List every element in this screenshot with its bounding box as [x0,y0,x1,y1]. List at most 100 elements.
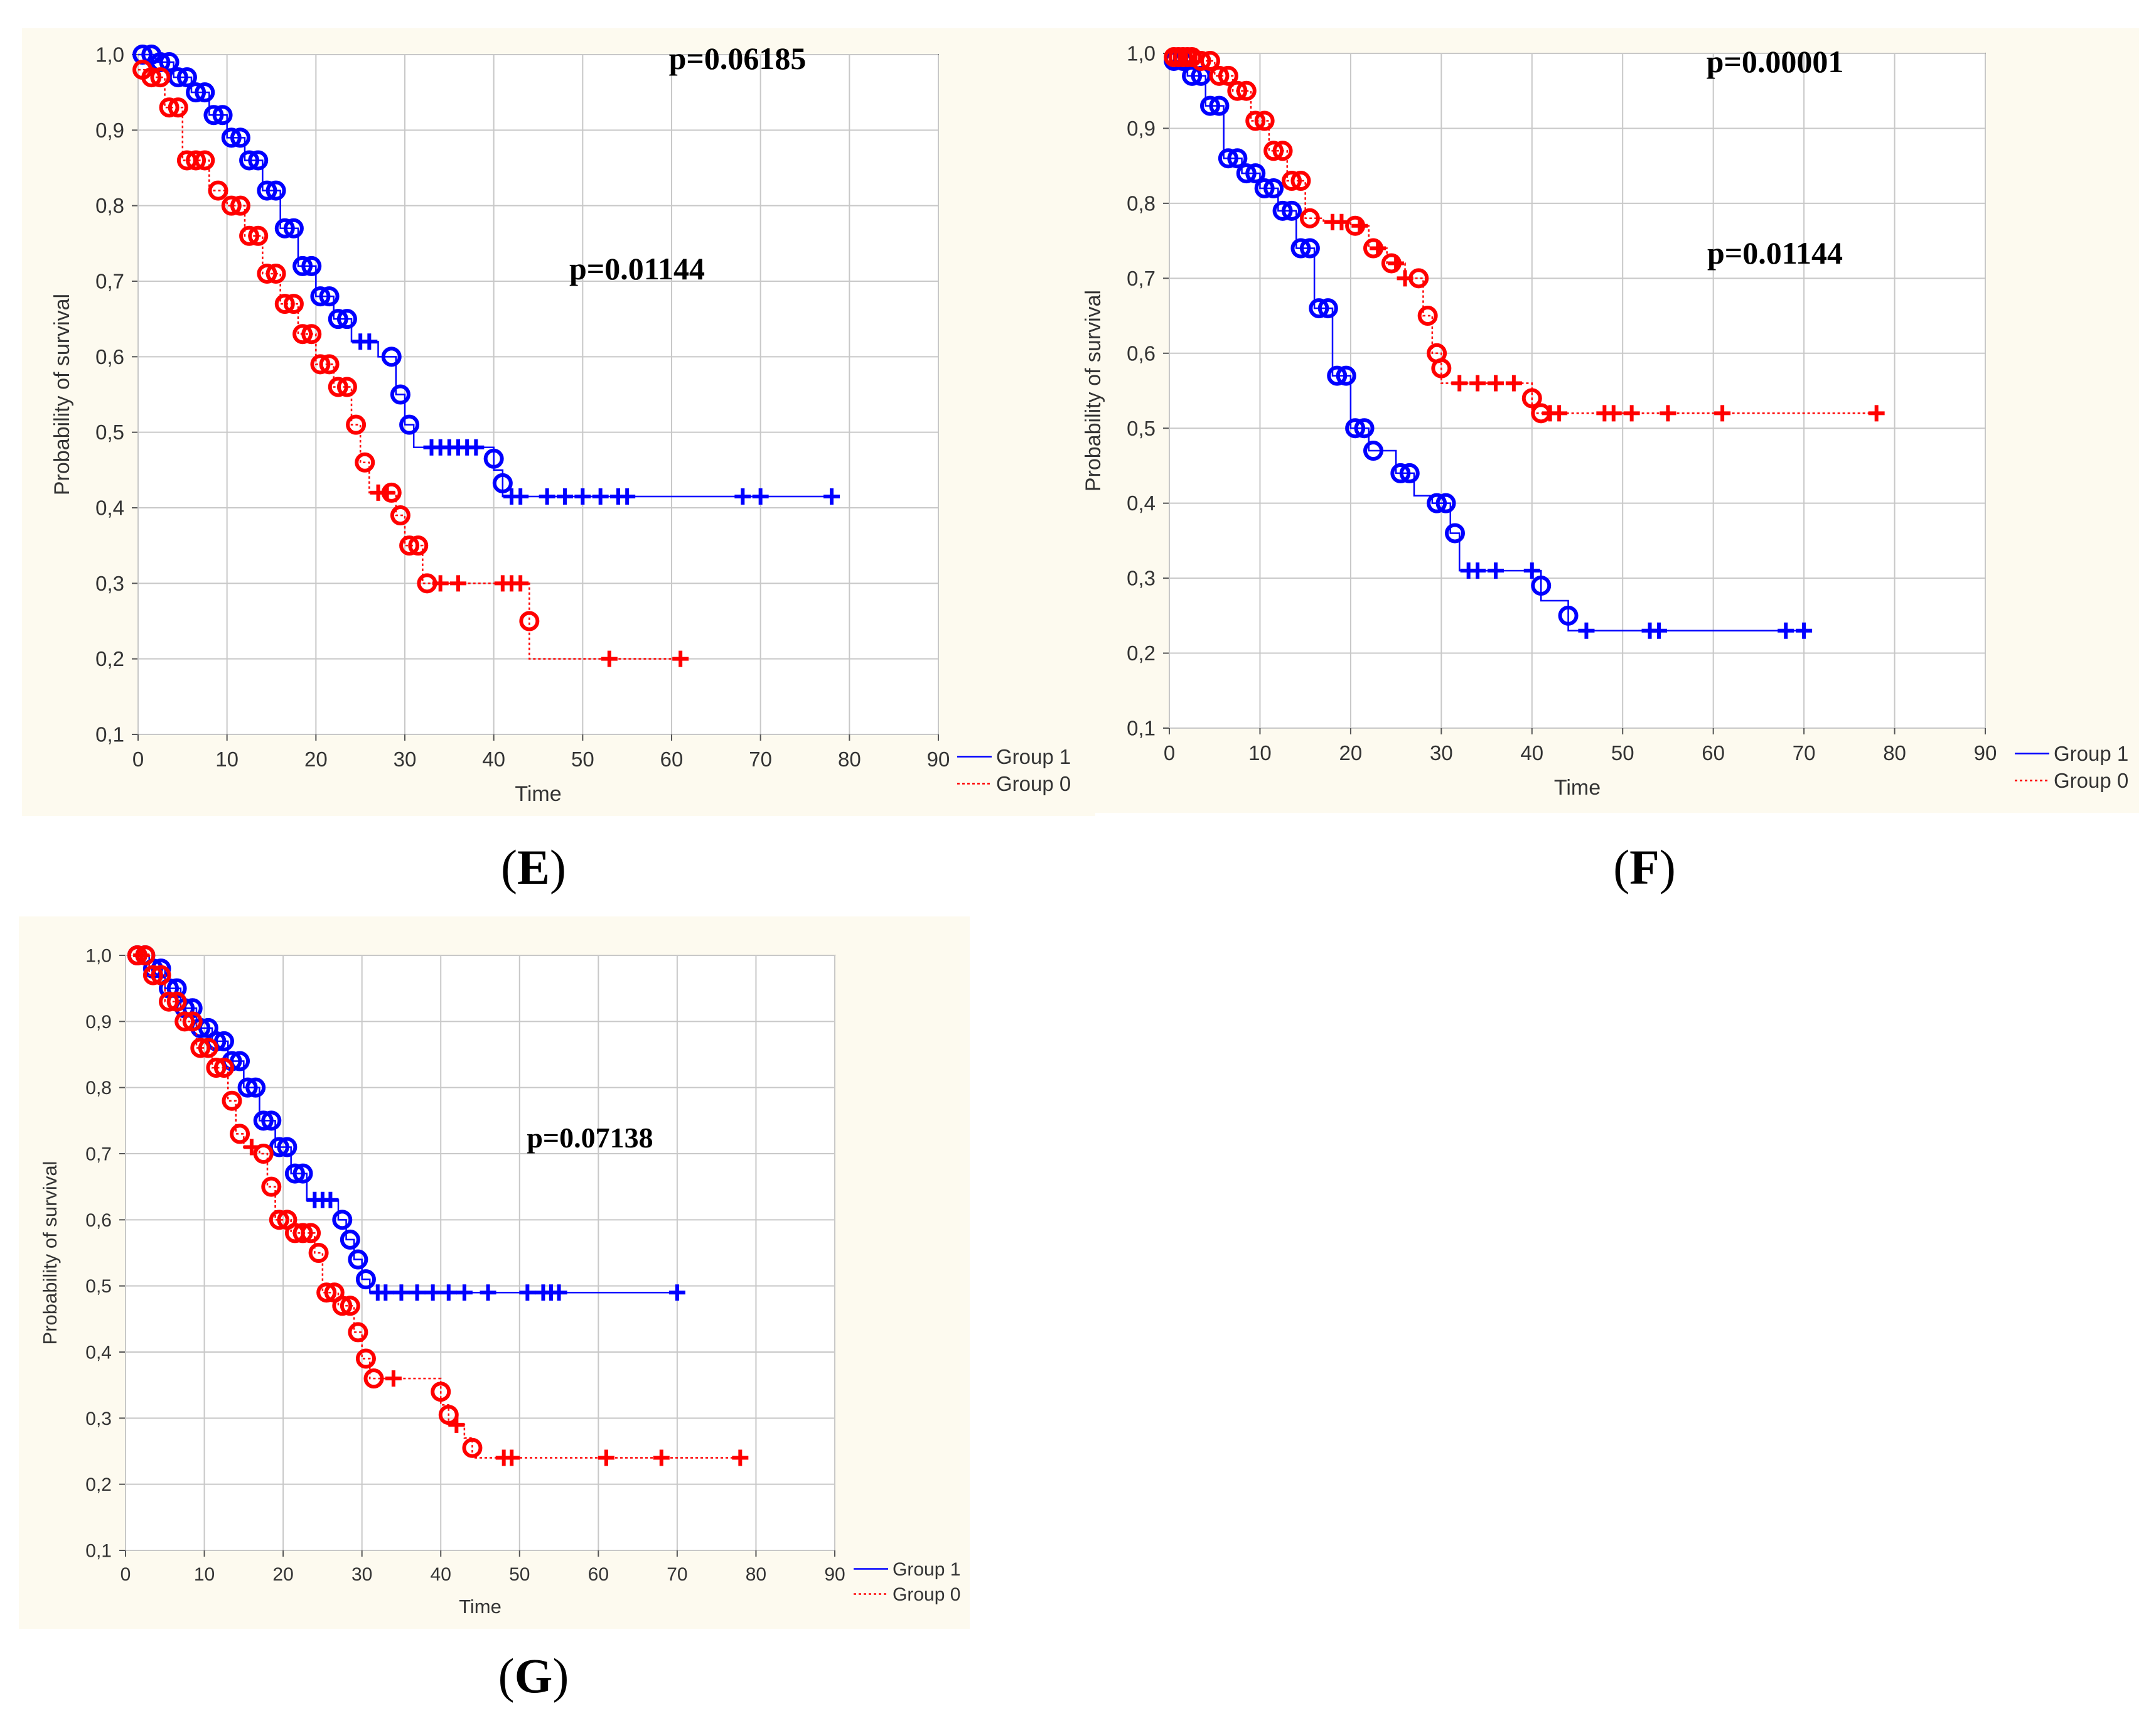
event-marker [274,218,295,239]
censored-marker [1523,562,1540,579]
series-group-1 [1164,50,1813,639]
censored-marker [1333,213,1350,230]
event-marker [308,1243,329,1263]
censored-marker [1469,375,1486,392]
event-marker [239,225,260,246]
event-marker [195,150,215,171]
legend: Group 1 Group 0 [2015,742,2128,792]
survival-curve-line [138,68,681,660]
censored-marker [512,488,529,505]
censored-marker [1388,255,1405,272]
censored-marker [1488,562,1504,579]
event-marker [492,473,513,493]
censored-marker [601,650,618,667]
event-marker [363,1368,384,1389]
censored-marker [1623,405,1640,422]
x-tick-label: 50 [1611,741,1634,765]
event-marker [253,1144,274,1164]
x-tick-label: 20 [272,1564,293,1585]
event-marker [239,150,260,171]
x-tick-label: 60 [660,748,684,771]
event-marker [159,97,180,118]
y-tick-label: 0,5 [95,421,124,444]
event-marker [230,1124,250,1144]
censored-marker [668,1284,685,1301]
event-marker [1245,163,1266,184]
censored-marker [574,488,591,505]
event-marker [483,448,504,469]
censored-marker [1868,405,1885,422]
panel-letter-f: F [1629,840,1660,894]
event-marker [230,1051,250,1071]
x-tick-label: 50 [509,1564,530,1585]
censored-marker [653,1449,670,1466]
event-marker [1427,493,1447,513]
event-marker [292,1223,313,1243]
event-marker [269,1137,289,1157]
event-marker [1227,80,1248,101]
event-marker [248,150,269,171]
event-marker [390,505,410,526]
event-marker [245,1077,266,1098]
event-marker [340,1296,360,1316]
censored-marker [1351,217,1368,234]
censored-marker [1370,240,1386,257]
event-marker [319,354,340,375]
x-tick-label: 50 [571,748,594,771]
event-marker [1299,208,1320,228]
y-tick-label: 0,1 [95,723,124,746]
panel-g: 0,1 0,2 0,3 0,4 0,5 0,6 0,7 0,8 0,9 1,0 0 10 20 30 40 5… [19,916,970,1629]
y-tick-label: 0,2 [95,647,124,670]
y-tick-label: 0,7 [85,1144,112,1165]
event-marker [221,195,242,216]
y-tick-label: 0,3 [95,572,124,595]
y-tick-label: 0,6 [85,1210,112,1231]
censored-marker [550,1284,567,1301]
x-tick-label: 30 [1430,741,1453,765]
event-marker [1254,178,1275,198]
censored-marker [1578,622,1595,639]
event-marker [174,1011,195,1032]
censored-marker [468,439,485,456]
x-tick-label: 70 [667,1564,687,1585]
censored-marker [450,575,466,592]
event-marker [150,67,171,88]
event-marker [1200,50,1220,71]
event-marker [284,1163,305,1184]
x-tick-label: 80 [1883,741,1906,765]
event-marker [265,180,286,201]
event-marker [283,218,304,239]
x-axis-label: Time [515,782,561,806]
p-value-annotation: p=0.01144 [1707,235,1843,271]
censored-marker [734,488,751,505]
censored-marker [424,1284,441,1301]
event-marker [198,1038,218,1058]
event-marker [237,1077,258,1098]
event-marker [1390,463,1411,483]
survival-chart-e: 0,1 0,2 0,3 0,4 0,5 0,6 0,7 0,8 0,9 1,0 0 10 20 30 40 5… [22,28,1095,816]
event-marker [1272,200,1293,221]
x-axis-label: Time [459,1596,501,1618]
event-marker [1299,238,1320,259]
censored-marker [133,947,150,963]
event-marker [1282,200,1302,221]
event-marker [408,535,429,556]
event-marker [208,180,228,201]
event-marker [355,1269,376,1290]
y-tick-label: 0,5 [1127,417,1156,440]
event-marker [340,1229,360,1250]
censored-marker [672,650,689,667]
censored-marker [1660,405,1676,422]
x-tick-label: 30 [394,748,417,771]
event-marker [332,1296,353,1316]
censored-marker [1714,405,1731,422]
event-marker [186,150,206,171]
event-marker [261,1110,282,1131]
censored-marker [1551,405,1568,422]
x-tick-label: 90 [824,1564,845,1585]
censored-marker [385,1370,402,1387]
censored-marker [512,575,529,592]
event-marker [462,1437,483,1458]
censored-marker [557,488,573,505]
event-marker [292,1163,313,1184]
